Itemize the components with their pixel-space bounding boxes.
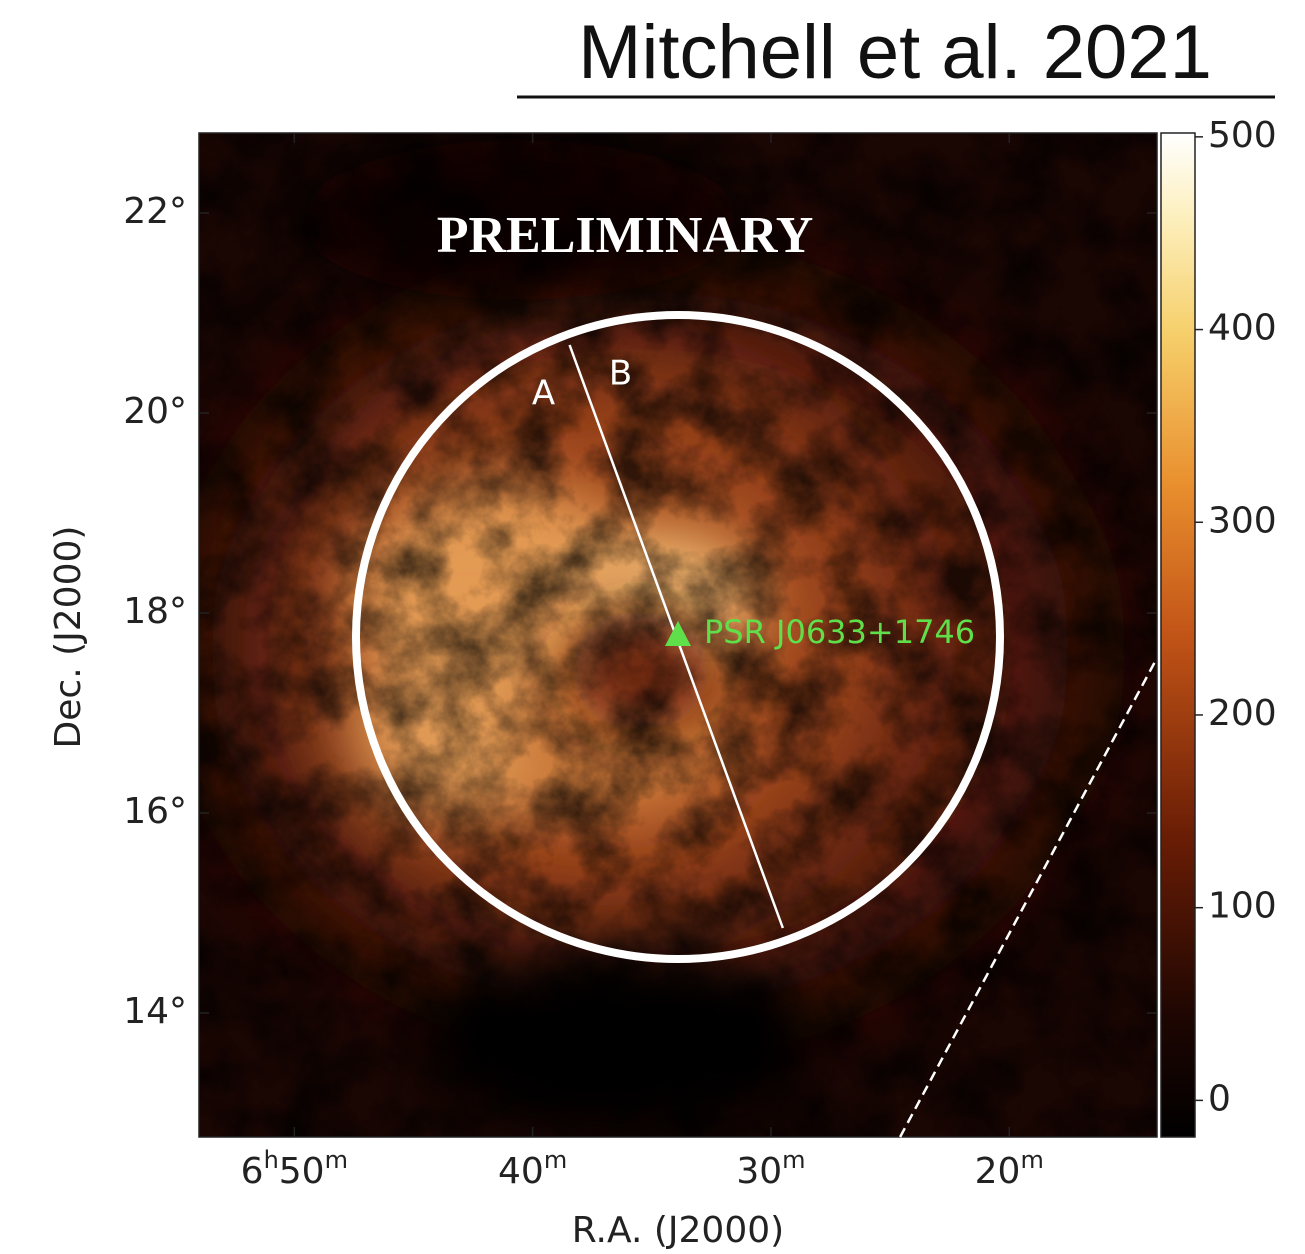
x-tick-label: 40m: [498, 1146, 567, 1192]
colorbar: [1161, 133, 1195, 1137]
region-label: B: [609, 354, 632, 394]
x-axis-label: R.A. (J2000): [572, 1210, 784, 1251]
y-tick-label: 16°: [123, 791, 187, 832]
colorbar-tick-label: 200: [1208, 693, 1277, 734]
y-tick-label: 22°: [123, 191, 187, 232]
x-tick-label: 20m: [975, 1146, 1044, 1192]
figure: Mitchell et al. 2021 PRELIMINARY Dec. (J…: [0, 0, 1305, 1254]
colorbar-tick-label: 500: [1208, 115, 1277, 156]
colorbar-tick-label: 0: [1208, 1078, 1231, 1119]
colorbar-tick-label: 300: [1208, 500, 1277, 541]
colorbar-tick-label: 400: [1208, 308, 1277, 349]
y-axis-label: Dec. (J2000): [48, 526, 89, 749]
colorbar-tick-label: 100: [1208, 886, 1277, 927]
x-tick-label: 30m: [736, 1146, 805, 1192]
region-label: A: [532, 374, 555, 414]
y-tick-label: 14°: [123, 991, 187, 1032]
y-tick-label: 18°: [123, 591, 187, 632]
title: Mitchell et al. 2021: [578, 10, 1212, 95]
source-label: PSR J0633+1746: [704, 613, 975, 651]
watermark: PRELIMINARY: [437, 207, 814, 264]
x-tick-label: 6h50m: [241, 1146, 348, 1192]
y-tick-label: 20°: [123, 391, 187, 432]
